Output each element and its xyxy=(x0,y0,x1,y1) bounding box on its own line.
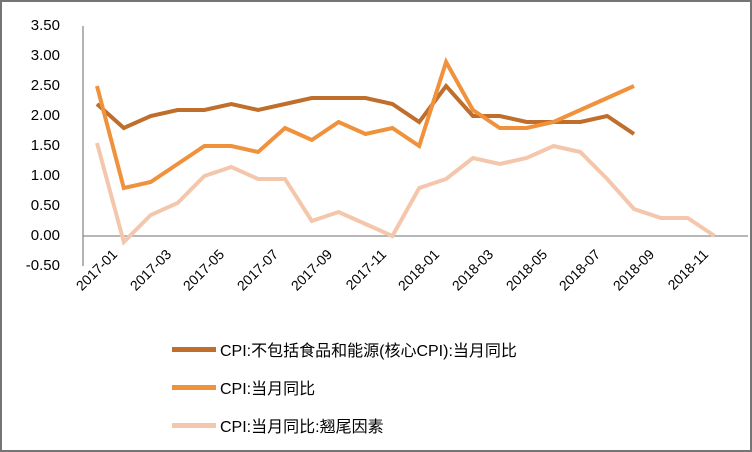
legend-swatch-cpi-yoy xyxy=(172,384,216,390)
cpi-yoy-line xyxy=(95,57,635,191)
legend-label-carryover: CPI:当月同比:翘尾因素 xyxy=(220,419,384,436)
carryover-factor-line xyxy=(95,142,716,246)
y-tick-label: 0.00 xyxy=(30,227,60,244)
core-cpi-line xyxy=(95,82,636,136)
y-tick-label: 1.50 xyxy=(30,137,60,154)
legend: CPI:不包括食品和能源(核心CPI):当月同比 CPI:当月同比 CPI:当月… xyxy=(172,330,517,444)
y-tick-label: 3.00 xyxy=(30,47,60,64)
legend-item-cpi-yoy: CPI:当月同比 xyxy=(172,368,517,406)
legend-item-core-cpi: CPI:不包括食品和能源(核心CPI):当月同比 xyxy=(172,330,517,368)
y-tick-label: 1.00 xyxy=(30,167,60,184)
y-tick-label: 0.50 xyxy=(30,197,60,214)
y-tick-label: -0.50 xyxy=(25,257,60,274)
legend-swatch-core-cpi xyxy=(172,346,216,352)
legend-label-cpi-yoy: CPI:当月同比 xyxy=(220,381,316,398)
y-tick-label: 2.50 xyxy=(30,77,60,94)
y-tick-label: 2.00 xyxy=(30,107,60,124)
legend-item-carryover: CPI:当月同比:翘尾因素 xyxy=(172,406,517,444)
legend-label-core-cpi: CPI:不包括食品和能源(核心CPI):当月同比 xyxy=(220,343,517,360)
legend-swatch-carryover xyxy=(172,422,216,428)
y-tick-label: 3.50 xyxy=(30,17,60,34)
